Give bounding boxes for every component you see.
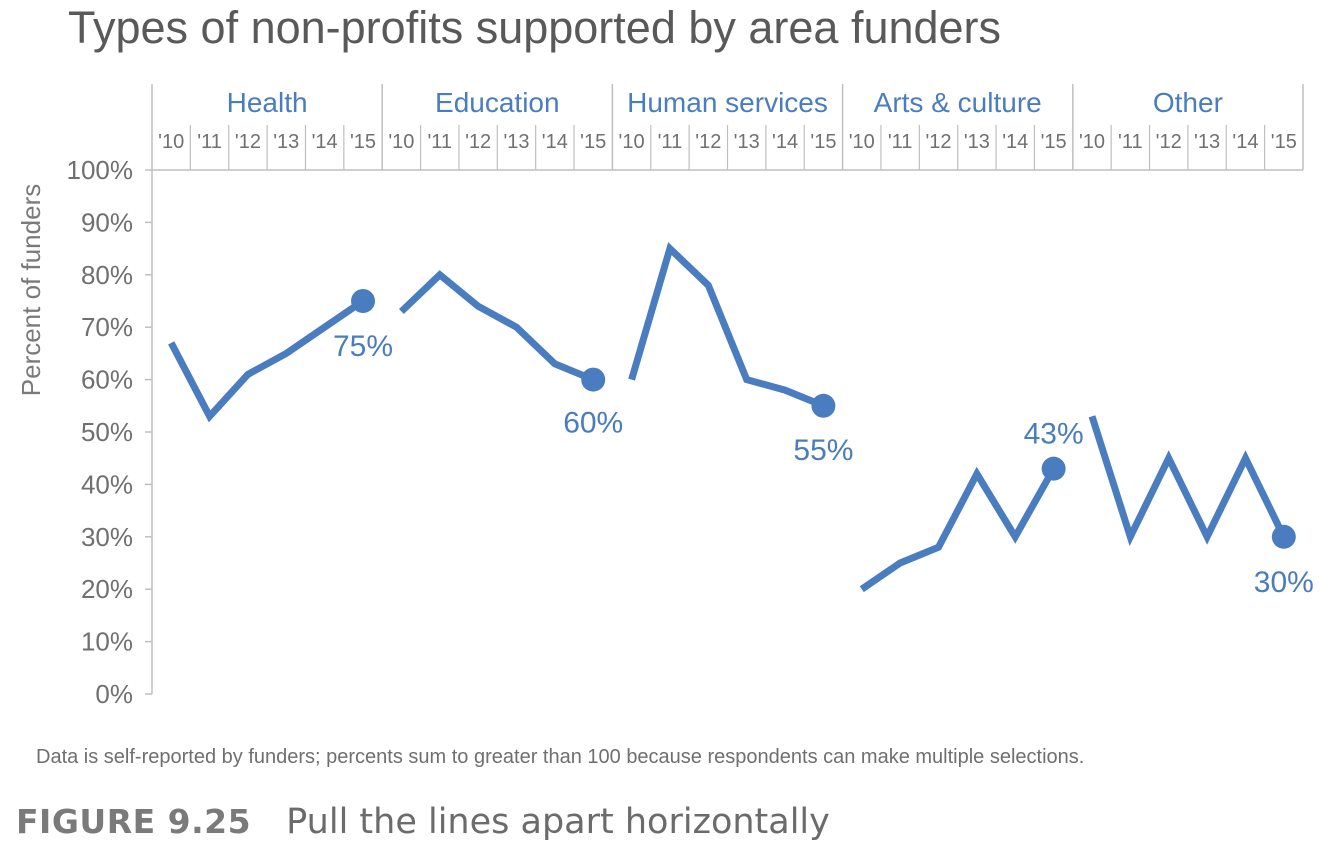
series-line	[859, 466, 1057, 593]
figure-caption-text: Pull the lines apart horizontally	[286, 802, 830, 842]
year-tick-label: '15	[580, 131, 606, 153]
y-tick-label: 0%	[95, 679, 133, 709]
chart-footnote: Data is self-reported by funders; percen…	[36, 746, 1085, 768]
year-tick-label: '14	[1232, 131, 1258, 153]
data-label: 55%	[793, 434, 853, 467]
data-label: 30%	[1254, 566, 1314, 599]
year-tick-label: '11	[1118, 131, 1143, 153]
y-tick-label: 80%	[81, 260, 133, 290]
series-line	[398, 270, 595, 383]
year-tick-label: '15	[350, 131, 376, 153]
line-chart: 0% 10% 20% 30% 40% 50% 60% 70% 80% 90% 100% Percent…	[16, 84, 1314, 709]
year-tick-label: '13	[1194, 131, 1220, 153]
year-tick-label: '10	[158, 131, 184, 153]
y-tick-label: 100%	[67, 155, 134, 185]
year-tick-label: '14	[772, 131, 798, 153]
series-end-marker	[1271, 524, 1296, 549]
year-tick-label: '14	[542, 131, 568, 153]
y-tick-label: 70%	[81, 312, 133, 342]
series-line	[1088, 415, 1287, 547]
year-tick-label: '12	[925, 131, 951, 153]
category-label: Arts & culture	[874, 87, 1042, 118]
series-end-marker	[351, 289, 376, 313]
y-tick-label: 10%	[81, 627, 133, 657]
year-tick-label: '10	[388, 131, 414, 153]
year-tick-label: '12	[1156, 131, 1182, 153]
year-tick-label: '15	[1041, 131, 1067, 153]
y-tick-label: 60%	[81, 365, 133, 395]
series-end-marker	[1041, 456, 1066, 481]
year-tick-label: '13	[273, 131, 299, 153]
category-label: Other	[1153, 87, 1223, 118]
figure-number: FIGURE 9.25	[16, 802, 252, 841]
year-tick-label: '14	[1002, 131, 1028, 153]
data-label: 43%	[1024, 418, 1084, 451]
y-tick-label: 50%	[81, 417, 133, 447]
data-label: 60%	[563, 407, 623, 440]
year-tick-label: '11	[658, 131, 683, 153]
year-tick-label: '15	[810, 131, 836, 153]
year-tick-label: '15	[1271, 131, 1297, 153]
figure-caption: FIGURE 9.25 Pull the lines apart horizon…	[16, 802, 830, 842]
data-label: 75%	[333, 330, 393, 363]
year-tick-label: '10	[1079, 131, 1105, 153]
year-tick-label: '12	[695, 131, 721, 153]
year-tick-label: '13	[734, 131, 760, 153]
chart-title: Types of non-profits supported by area f…	[68, 2, 1002, 53]
year-tick-label: '14	[312, 131, 338, 153]
year-tick-label: '11	[197, 131, 222, 153]
series-end-marker	[581, 367, 606, 392]
category-label: Education	[435, 87, 560, 118]
series-line	[628, 242, 825, 410]
year-tick-label: '12	[235, 131, 261, 153]
y-tick-label: 90%	[81, 207, 133, 237]
year-tick-label: '13	[503, 131, 529, 153]
y-tick-label: 30%	[81, 522, 133, 552]
category-label: Human services	[627, 87, 828, 118]
category-label: Health	[227, 87, 308, 118]
y-tick-label: 40%	[81, 469, 133, 499]
year-tick-label: '10	[849, 131, 875, 153]
year-tick-label: '11	[427, 131, 452, 153]
y-tick-label: 20%	[81, 574, 133, 604]
series-line	[168, 298, 365, 423]
year-tick-label: '13	[964, 131, 990, 153]
year-tick-label: '12	[465, 131, 491, 153]
year-tick-label: '11	[888, 131, 913, 153]
y-axis-title: Percent of funders	[16, 184, 46, 396]
year-tick-label: '10	[619, 131, 645, 153]
series-end-marker	[811, 393, 836, 418]
